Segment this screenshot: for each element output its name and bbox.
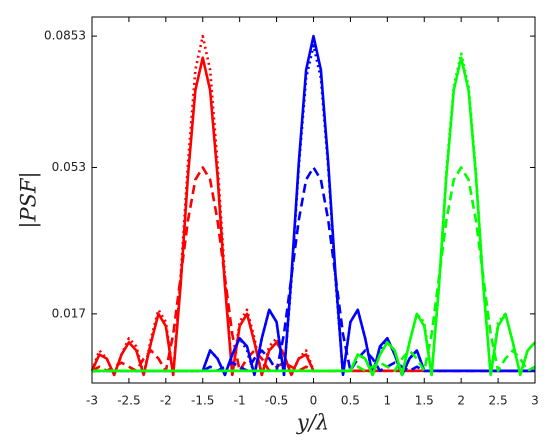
data-line <box>92 52 536 377</box>
y-tick-label: 0.017 <box>52 306 86 320</box>
x-tick-label: 0.5 <box>341 394 360 408</box>
x-tick-label: -2.5 <box>117 394 140 408</box>
y-tick-label: 0.053 <box>52 160 86 174</box>
x-tick-label: -1 <box>234 394 246 408</box>
x-tick-label: 3 <box>531 394 539 408</box>
x-tick-label: -1.5 <box>191 394 214 408</box>
data-line <box>92 166 536 373</box>
x-axis-label: y/λ <box>296 411 329 435</box>
x-tick-label: -0.5 <box>265 394 288 408</box>
y-tick-label: 0.0853 <box>44 29 86 43</box>
x-tick-label: -3 <box>86 394 98 408</box>
data-line <box>92 44 535 377</box>
y-axis-label: |PSF| <box>17 171 42 228</box>
x-tick-label: -2 <box>160 394 172 408</box>
x-tick-label: 2.5 <box>489 394 508 408</box>
x-tick-label: 0 <box>310 394 318 408</box>
x-tick-label: 2 <box>457 394 465 408</box>
x-tick-label: 1 <box>384 394 392 408</box>
x-tick-label: 1.5 <box>415 394 434 408</box>
